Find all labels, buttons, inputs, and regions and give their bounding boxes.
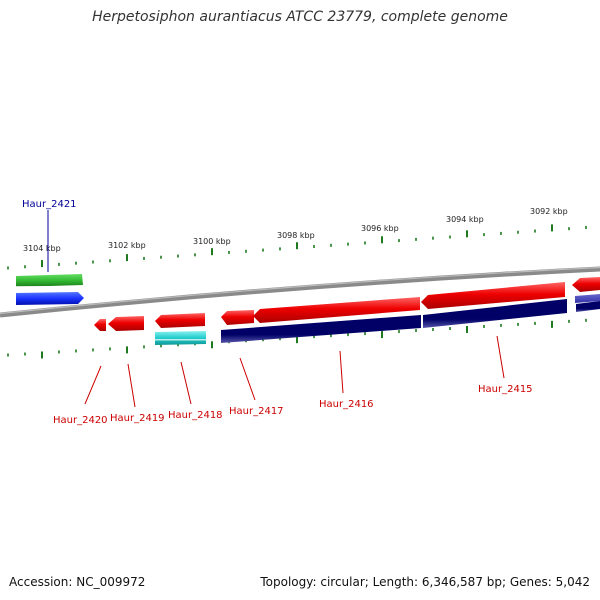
gene-haur-2416-cds[interactable] [253,297,420,323]
tick-label-3104: 3104 kbp [23,244,61,253]
gene-label-haur-2417[interactable]: Haur_2417 [229,406,284,417]
gene-label-haur-2421[interactable]: Haur_2421 [22,199,77,210]
cds-partial-right-navy[interactable] [576,301,600,312]
tick-label-3094: 3094 kbp [446,215,484,224]
gene-haur-2420-cds[interactable] [94,319,106,331]
gene-label-haur-2416[interactable]: Haur_2416 [319,399,374,410]
tick-label-3096: 3096 kbp [361,224,399,233]
map-title: Herpetosiphon aurantiacus ATCC 23779, co… [92,9,508,25]
genome-stats-text: Topology: circular; Length: 6,346,587 bp… [260,575,590,589]
genome-backbone [0,266,600,318]
gene-label-haur-2419[interactable]: Haur_2419 [110,413,165,424]
outer-tick-row [7,224,587,270]
tick-label-3098: 3098 kbp [277,231,315,240]
tick-label-3100: 3100 kbp [193,237,231,246]
gene-haur-2417-cds[interactable] [221,310,254,325]
gene-label-haur-2420[interactable]: Haur_2420 [53,415,108,426]
gene-haur-2418-cds[interactable] [155,313,205,328]
gene-haur-2421-green[interactable] [16,274,83,288]
gene-navy-bar-left[interactable] [221,315,421,343]
gene-haur-2419-cds[interactable] [108,316,144,331]
gene-label-haur-2415[interactable]: Haur_2415 [478,384,533,395]
tick-label-3092: 3092 kbp [530,207,568,216]
gene-navy-bar-right[interactable] [423,299,567,328]
tick-label-3102: 3102 kbp [108,241,146,250]
cds-partial-right-forward[interactable] [575,294,600,303]
gene-haur-2418-cyan[interactable] [155,331,206,345]
accession-text: Accession: NC_009972 [9,575,146,589]
gene-haur-2421-cds[interactable] [16,292,84,305]
gene-haur-2415-cds[interactable] [421,282,565,309]
cds-partial-right-reverse[interactable] [572,277,600,292]
gene-label-haur-2418[interactable]: Haur_2418 [168,410,223,421]
leader-lines [47,210,505,408]
